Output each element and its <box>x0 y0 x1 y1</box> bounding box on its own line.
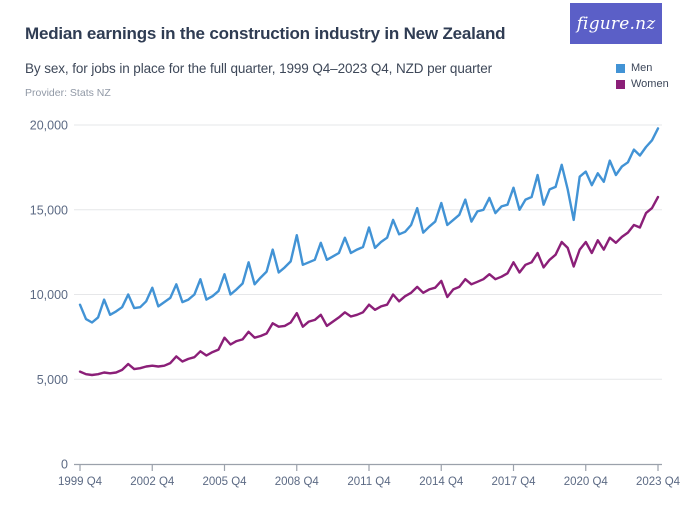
x-axis-tick-label: 2002 Q4 <box>130 476 175 488</box>
x-axis-tick-label: 2023 Q4 <box>636 476 681 488</box>
provider-credit: Provider: Stats NZ <box>25 87 111 99</box>
x-axis-tick-label: 2008 Q4 <box>275 476 320 488</box>
y-axis-tick-label: 5,000 <box>37 373 68 387</box>
chart-subtitle: By sex, for jobs in place for the full q… <box>25 61 493 76</box>
y-axis-tick-label: 20,000 <box>30 119 68 133</box>
women-swatch-icon <box>616 79 625 89</box>
x-axis-tick-label: 2014 Q4 <box>419 476 464 488</box>
figurenz-logo[interactable]: figure.nz <box>570 3 662 44</box>
men-series-line <box>78 127 660 324</box>
figurenz-logo-text: figure.nz <box>576 13 656 34</box>
y-axis-tick-label: 15,000 <box>30 203 68 217</box>
page-title: Median earnings in the construction indu… <box>25 24 506 43</box>
x-axis-tick-label: 1999 Q4 <box>58 476 103 488</box>
x-axis-tick-label: 2017 Q4 <box>491 476 536 488</box>
y-axis-tick-label: 10,000 <box>30 288 68 302</box>
legend-label-women: Women <box>631 78 669 90</box>
legend-label-men: Men <box>631 62 653 74</box>
chart-legend: Men Women <box>616 62 669 90</box>
x-axis-tick-label: 2020 Q4 <box>564 476 609 488</box>
x-axis-tick-label: 2005 Q4 <box>202 476 247 488</box>
legend-item-men: Men <box>616 62 669 74</box>
y-axis-tick-label: 0 <box>61 458 68 472</box>
x-axis-tick-label: 2011 Q4 <box>347 476 391 488</box>
legend-item-women: Women <box>616 78 669 90</box>
men-swatch-icon <box>616 63 625 73</box>
women-series-line <box>78 195 660 377</box>
